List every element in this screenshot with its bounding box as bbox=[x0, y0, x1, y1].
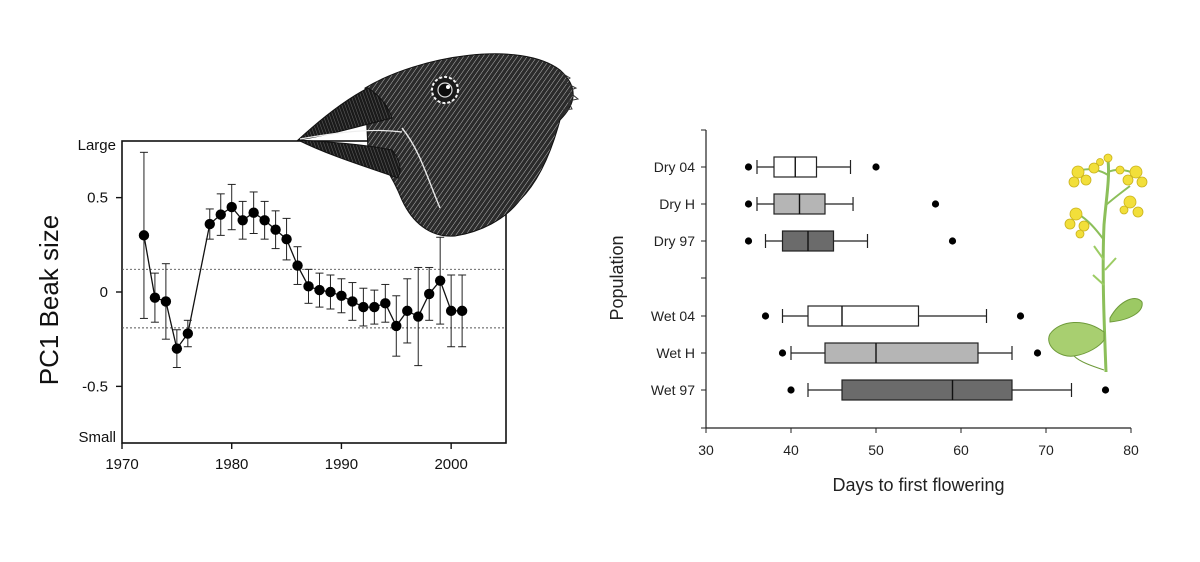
data-point bbox=[149, 292, 161, 303]
outlier-point bbox=[744, 200, 753, 208]
x-tick-label: 1970 bbox=[105, 456, 138, 473]
x-tick-label: 30 bbox=[698, 442, 714, 458]
data-point bbox=[270, 224, 281, 235]
data-point bbox=[204, 218, 215, 230]
data-point bbox=[259, 215, 270, 226]
row-label: Wet 97 bbox=[651, 382, 695, 398]
data-point bbox=[380, 298, 391, 309]
finch-head-illustration bbox=[296, 53, 580, 237]
y-axis-title: Population bbox=[607, 235, 627, 320]
y-tick-label: 0 bbox=[100, 284, 108, 301]
data-point bbox=[160, 296, 172, 307]
data-point bbox=[358, 301, 369, 313]
series-line bbox=[143, 206, 463, 351]
row-label: Dry 97 bbox=[654, 233, 695, 249]
outlier-point bbox=[761, 312, 770, 320]
data-point bbox=[347, 296, 358, 307]
data-point bbox=[402, 305, 413, 317]
row-label: Dry 04 bbox=[654, 159, 695, 175]
outlier-point bbox=[872, 163, 880, 171]
y-label-small: Small bbox=[78, 429, 116, 446]
flowering-boxes bbox=[744, 156, 1110, 401]
x-tick-label: 50 bbox=[868, 442, 884, 458]
data-point bbox=[434, 275, 446, 286]
data-point bbox=[215, 209, 226, 220]
x-tick-label: 40 bbox=[783, 442, 799, 458]
data-point bbox=[336, 290, 347, 301]
row-label: Wet 04 bbox=[651, 308, 695, 324]
x-tick-label: 2000 bbox=[434, 456, 467, 473]
data-point bbox=[303, 281, 314, 292]
box bbox=[841, 379, 1013, 401]
x-tick-label: 1980 bbox=[215, 456, 248, 473]
data-point bbox=[369, 301, 380, 313]
data-point bbox=[456, 305, 468, 317]
y-tick-label: 0.5 bbox=[87, 190, 108, 207]
x-tick-label: 80 bbox=[1123, 442, 1139, 458]
beak-series bbox=[138, 151, 468, 368]
y-tick-label: -0.5 bbox=[82, 378, 108, 395]
data-point bbox=[445, 305, 457, 317]
data-point bbox=[424, 288, 435, 300]
reference-lines bbox=[122, 268, 506, 329]
data-point bbox=[413, 311, 424, 322]
y-label-large: Large bbox=[78, 137, 116, 154]
outlier-point bbox=[744, 163, 753, 171]
data-point bbox=[314, 284, 325, 296]
data-point bbox=[226, 201, 237, 213]
beak-size-chart: 1970 1980 1990 2000 0.5 0 -0.5 Large Small PC1 Be… bbox=[34, 53, 580, 473]
x-tick-label: 70 bbox=[1038, 442, 1054, 458]
beak-axes: 1970 1980 1990 2000 0.5 0 -0.5 Large Small PC1 Be… bbox=[34, 137, 468, 473]
data-point bbox=[138, 230, 150, 241]
data-point bbox=[325, 286, 336, 298]
outlier-point bbox=[948, 237, 957, 245]
outlier-point bbox=[1033, 349, 1042, 357]
data-point bbox=[182, 328, 194, 339]
row-label: Dry H bbox=[659, 196, 695, 212]
x-axis-title: Days to first flowering bbox=[832, 475, 1004, 495]
x-tick-label: 60 bbox=[953, 442, 969, 458]
data-point bbox=[391, 320, 402, 332]
data-point bbox=[237, 215, 248, 226]
flowering-plant-illustration bbox=[1048, 153, 1148, 373]
flowering-chart: 30 40 50 60 70 80 Days to first flowering Popul… bbox=[607, 129, 1148, 495]
outlier-point bbox=[931, 200, 940, 208]
outlier-point bbox=[1101, 386, 1110, 394]
data-point bbox=[281, 233, 292, 245]
row-label: Wet H bbox=[656, 345, 695, 361]
outlier-point bbox=[787, 386, 795, 394]
data-point bbox=[292, 260, 303, 271]
outlier-point bbox=[1016, 312, 1025, 320]
box bbox=[824, 342, 979, 364]
outlier-point bbox=[778, 349, 787, 357]
data-point bbox=[171, 343, 183, 354]
data-point bbox=[248, 207, 259, 218]
y-axis-title: PC1 Beak size bbox=[34, 215, 64, 386]
box bbox=[807, 305, 920, 327]
x-tick-label: 1990 bbox=[325, 456, 358, 473]
outlier-point bbox=[744, 237, 753, 245]
flowering-axes: 30 40 50 60 70 80 Days to first flowering Popul… bbox=[607, 129, 1139, 495]
